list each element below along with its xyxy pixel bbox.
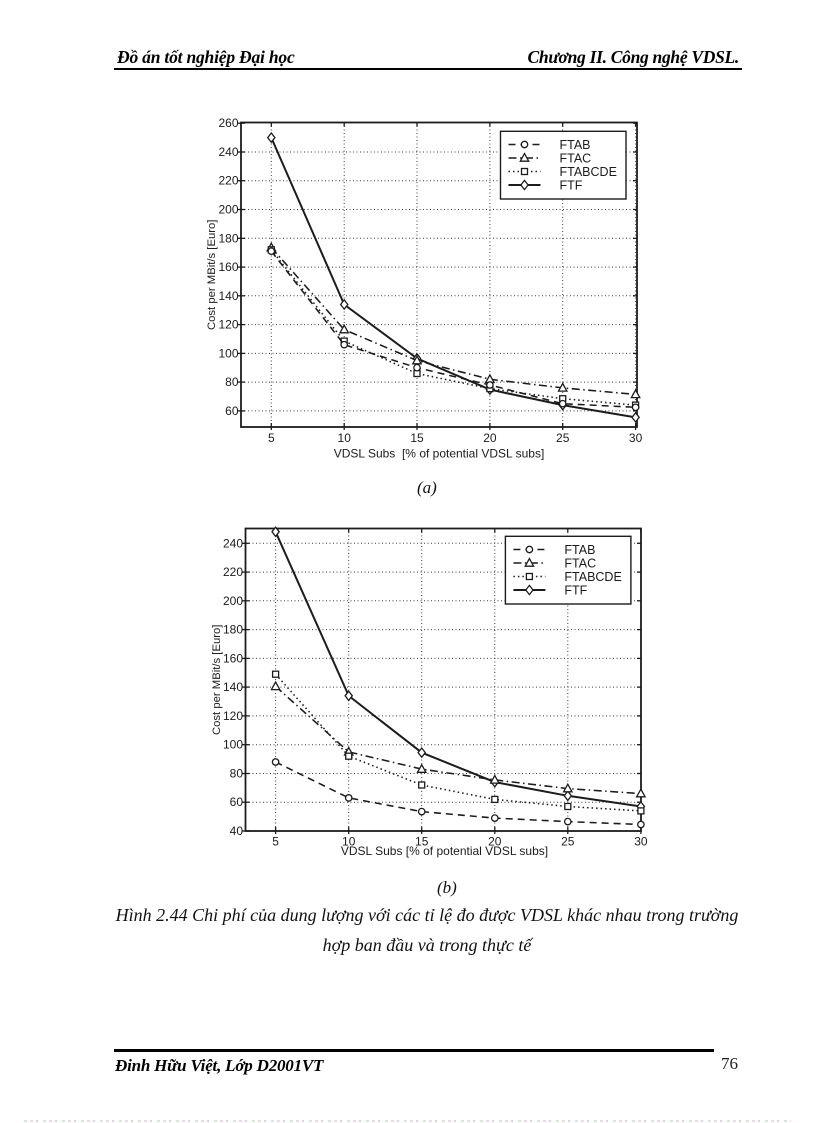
svg-text:FTF: FTF (560, 179, 583, 193)
svg-text:FTAB: FTAB (560, 138, 591, 152)
svg-text:180: 180 (223, 623, 243, 637)
svg-text:260: 260 (218, 116, 238, 130)
svg-text:60: 60 (225, 404, 239, 418)
svg-text:120: 120 (223, 709, 243, 723)
svg-text:140: 140 (223, 680, 243, 694)
svg-text:VDSL Subs [% of potential VDS: VDSL Subs [% of potential VDSL subs] (334, 447, 545, 461)
svg-text:40: 40 (230, 824, 244, 838)
svg-text:VDSL Subs [% of potential VDSL: VDSL Subs [% of potential VDSL subs] (341, 844, 548, 858)
svg-text:25: 25 (561, 835, 575, 849)
svg-text:220: 220 (223, 565, 243, 579)
svg-text:30: 30 (634, 835, 648, 849)
svg-text:20: 20 (488, 835, 502, 849)
svg-text:140: 140 (218, 289, 238, 303)
svg-text:200: 200 (218, 203, 238, 217)
svg-text:180: 180 (218, 231, 238, 245)
svg-text:220: 220 (218, 174, 238, 188)
svg-text:80: 80 (230, 767, 244, 781)
svg-text:30: 30 (629, 431, 643, 445)
svg-text:FTAC: FTAC (560, 152, 592, 166)
svg-text:FTABCDE: FTABCDE (560, 165, 617, 179)
svg-text:100: 100 (218, 346, 238, 360)
svg-text:Cost per MBit/s [Euro]: Cost per MBit/s [Euro] (211, 625, 223, 736)
svg-text:80: 80 (225, 375, 239, 389)
svg-text:FTAB: FTAB (564, 543, 595, 557)
svg-text:25: 25 (556, 431, 570, 445)
svg-text:20: 20 (483, 431, 497, 445)
svg-text:5: 5 (272, 835, 279, 849)
svg-text:15: 15 (410, 431, 424, 445)
svg-text:Cost per MBit/s [Euro]: Cost per MBit/s [Euro] (206, 220, 218, 331)
svg-text:160: 160 (223, 651, 243, 665)
svg-text:60: 60 (230, 795, 244, 809)
svg-text:5: 5 (268, 431, 275, 445)
svg-text:15: 15 (415, 835, 429, 849)
svg-text:FTABCDE: FTABCDE (564, 570, 621, 584)
svg-text:200: 200 (223, 594, 243, 608)
svg-text:10: 10 (338, 431, 352, 445)
svg-text:240: 240 (223, 536, 243, 550)
svg-text:FTAC: FTAC (564, 557, 596, 571)
svg-text:160: 160 (218, 260, 238, 274)
svg-text:120: 120 (218, 318, 238, 332)
svg-text:FTF: FTF (564, 584, 587, 598)
svg-text:10: 10 (342, 835, 356, 849)
svg-text:100: 100 (223, 738, 243, 752)
svg-text:240: 240 (218, 145, 238, 159)
